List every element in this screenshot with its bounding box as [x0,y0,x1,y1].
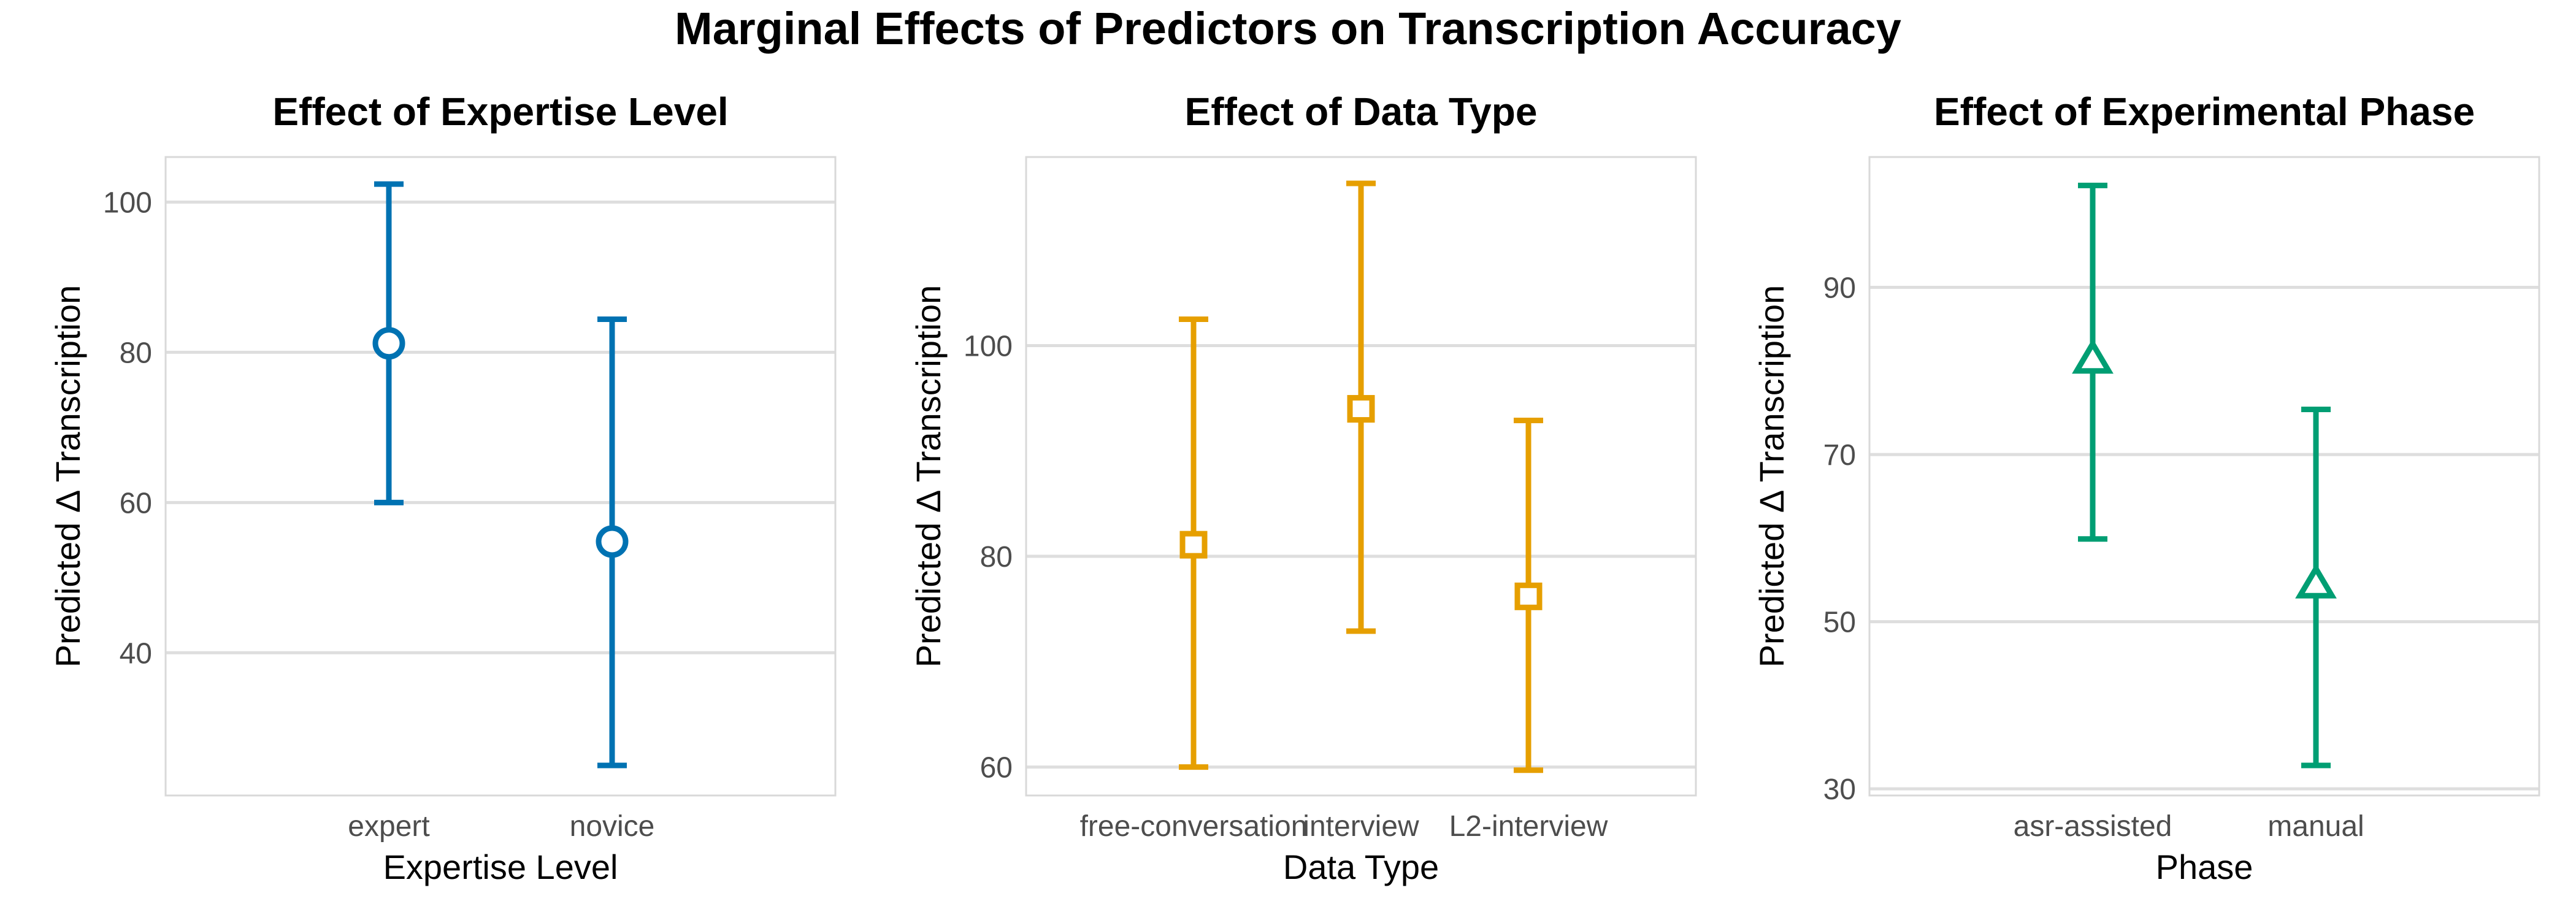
x-axis-label: Data Type [1283,848,1439,886]
point-estimate-expert [372,327,405,360]
y-tick-label: 100 [964,330,1013,362]
x-tick-label: novice [570,810,655,843]
y-tick-label: 90 [1823,272,1856,305]
y-axis-label: Predicted Δ Transcription [48,285,87,668]
y-tick-label: 30 [1823,773,1856,806]
x-tick-label: free-conversation [1080,810,1308,843]
y-tick-label: 40 [120,637,152,670]
y-axis-label: Predicted Δ Transcription [1752,285,1791,668]
x-axis-label: Phase [2156,848,2253,886]
panels: 40 60 80 100 expert novice Effect of Expertise… [48,90,2540,886]
y-tick-label: 60 [120,487,152,519]
figure-title: Marginal Effects of Predictors on Transc… [675,3,1901,54]
y-axis-label: Predicted Δ Transcription [909,285,948,668]
y-tick-label: 80 [980,541,1013,573]
y-tick-label: 50 [1823,607,1856,639]
x-tick-label: asr-assisted [2014,810,2172,843]
point-estimate-asr-assisted [2072,338,2114,374]
x-tick-label: L2-interview [1449,810,1608,843]
x-tick-label: interview [1303,810,1419,843]
chart-panel-1: 40 60 80 100 expert novice Effect of Expertise… [48,90,837,886]
x-axis-label: Expertise Level [383,848,618,886]
panel-border [1868,156,2540,797]
point-estimate-novice [596,525,629,558]
y-tick-label: 60 [980,752,1013,784]
point-estimate-manual [2295,563,2337,599]
panel-title: Effect of Experimental Phase [1934,90,2475,134]
panel-title: Effect of Data Type [1185,90,1538,134]
x-tick-label: expert [348,810,429,843]
point-estimate-free-conversation [1179,531,1208,559]
y-tick-label: 70 [1823,439,1856,472]
point-estimate-L2-interview [1514,582,1543,610]
chart-panel-3: 30 50 70 90 asr-assisted manual Effect of Expe… [1752,90,2540,886]
panel-border [164,156,837,797]
panel-title: Effect of Expertise Level [272,90,728,134]
panel-border [1025,156,1697,797]
x-tick-label: manual [2267,810,2364,843]
point-estimate-interview [1347,395,1375,423]
y-tick-label: 80 [120,337,152,369]
y-tick-label: 100 [103,186,152,219]
